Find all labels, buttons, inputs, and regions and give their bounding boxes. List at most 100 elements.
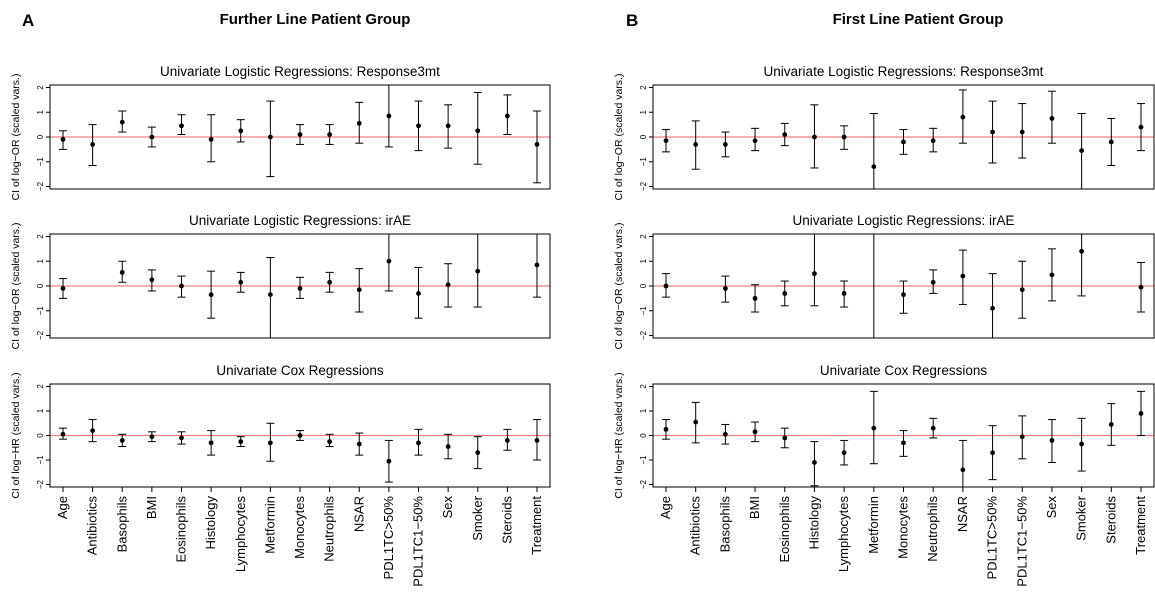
estimate-point <box>1019 434 1025 440</box>
estimate-point <box>119 438 125 443</box>
chart-1: Univariate Logistic Regressions: irAE CI … <box>10 213 551 349</box>
estimate-point <box>663 138 669 144</box>
estimate-point <box>356 441 362 447</box>
estimate-point <box>1079 248 1085 254</box>
estimate-point <box>693 419 699 425</box>
plot-frame <box>652 84 1155 190</box>
chart-2: Univariate Cox Regressions CI of log−HR (… <box>10 363 551 587</box>
estimate-point <box>722 286 728 291</box>
plot-frame <box>652 383 1155 488</box>
estimate-point <box>841 450 847 456</box>
estimate-point <box>1049 116 1055 121</box>
chart-0: Univariate Logistic Regressions: Respons… <box>10 64 551 200</box>
panel-b-letter: B <box>626 11 638 30</box>
estimate-point <box>990 450 995 456</box>
estimate-point <box>1019 287 1025 293</box>
y-tick-label: 2 <box>36 85 45 90</box>
estimate-point <box>990 129 995 135</box>
estimate-point <box>901 440 906 446</box>
x-tick-label: Treatment <box>1133 496 1148 555</box>
estimate-point <box>149 277 155 283</box>
estimate-point <box>149 134 155 140</box>
estimate-point <box>693 142 699 147</box>
estimate-point <box>267 134 273 140</box>
y-tick-label: −2 <box>36 181 45 191</box>
estimate-point <box>119 119 125 125</box>
chart-title: Univariate Logistic Regressions: Respons… <box>764 64 1044 79</box>
estimate-point <box>841 291 847 296</box>
y-tick-label: 1 <box>36 258 45 263</box>
x-tick-label: BMI <box>144 496 159 519</box>
x-tick-label: Age <box>658 496 673 519</box>
x-tick-label: Histology <box>203 496 218 550</box>
y-tick-label: 1 <box>639 408 648 413</box>
x-tick-label: PDL1TC>50% <box>985 496 1000 580</box>
estimate-point <box>1049 272 1055 278</box>
estimate-point <box>445 444 451 449</box>
x-tick-label: PDL1TC>50% <box>381 496 396 580</box>
estimate-point <box>504 438 510 443</box>
estimate-point <box>238 279 244 285</box>
plot-frame <box>49 84 551 190</box>
x-tick-label: NSAR <box>955 496 970 532</box>
estimate-point <box>930 279 936 285</box>
x-tick-label: Histology <box>806 496 821 550</box>
estimate-point <box>60 137 66 142</box>
estimate-point <box>386 458 392 464</box>
y-tick-label: −2 <box>36 330 45 340</box>
estimate-point <box>149 434 155 440</box>
chart-title: Univariate Cox Regressions <box>216 363 384 378</box>
y-tick-label: −1 <box>36 455 45 465</box>
estimate-point <box>297 433 303 438</box>
estimate-point <box>297 286 303 291</box>
x-tick-label: Basophils <box>717 496 732 553</box>
x-tick-label: Neutrophils <box>322 496 337 562</box>
estimate-point <box>327 439 333 445</box>
estimate-point <box>475 450 481 456</box>
y-tick-label: 2 <box>639 384 648 389</box>
chart-title: Univariate Logistic Regressions: Respons… <box>160 64 440 79</box>
estimate-point <box>990 305 995 311</box>
x-tick-label: BMI <box>747 496 762 519</box>
chart-4: Univariate Logistic Regressions: irAE CI … <box>613 213 1155 349</box>
estimate-point <box>327 279 333 285</box>
y-tick-label: 1 <box>36 408 45 413</box>
y-tick-label: 2 <box>36 234 45 239</box>
estimate-point <box>960 467 966 473</box>
estimate-point <box>812 134 817 140</box>
x-tick-label: Steroids <box>1103 496 1118 544</box>
plot-frame <box>652 233 1155 339</box>
x-tick-label: Sex <box>440 496 455 519</box>
estimate-point <box>179 435 184 441</box>
y-tick-label: 1 <box>36 109 45 114</box>
estimate-point <box>416 123 421 129</box>
x-tick-label: Lymphocytes <box>233 496 248 573</box>
estimate-point <box>663 283 669 289</box>
estimate-point <box>782 132 788 137</box>
estimate-point <box>297 132 303 137</box>
x-tick-label: Metformin <box>866 496 881 554</box>
estimate-point <box>722 431 728 437</box>
x-tick-label: Eosinophils <box>777 496 792 563</box>
estimate-point <box>475 268 481 274</box>
estimate-point <box>208 137 214 142</box>
y-tick-label: 0 <box>639 134 648 139</box>
estimate-point <box>1138 411 1144 416</box>
panel-a-heading: Further Line Patient Group <box>220 11 411 28</box>
x-tick-label: Neutrophils <box>925 496 940 562</box>
y-tick-label: 1 <box>639 109 648 114</box>
chart-5: Univariate Cox Regressions CI of log−HR (… <box>613 363 1155 587</box>
estimate-point <box>663 426 669 432</box>
estimate-point <box>871 425 877 431</box>
estimate-point <box>60 431 66 437</box>
plots-container: Univariate Logistic Regressions: Respons… <box>10 64 1155 587</box>
x-tick-label: Basophils <box>114 496 129 553</box>
y-tick-label: −1 <box>36 157 45 167</box>
estimate-point <box>179 123 184 129</box>
estimate-point <box>356 120 362 126</box>
y-tick-label: −1 <box>639 455 648 465</box>
y-tick-label: −1 <box>639 306 648 316</box>
estimate-point <box>475 128 481 134</box>
estimate-point <box>1138 284 1144 290</box>
estimate-point <box>1138 124 1144 130</box>
